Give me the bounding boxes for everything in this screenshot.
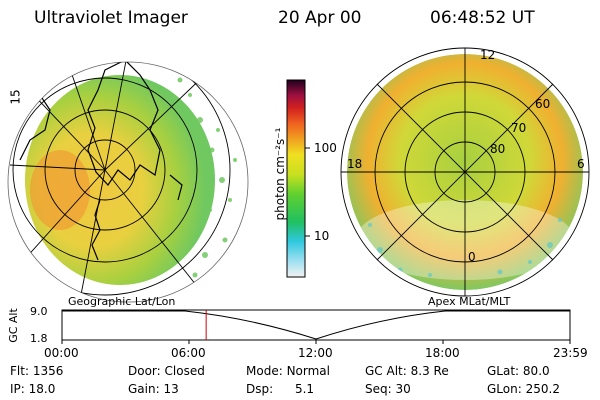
image-time: 06:48:52 UT <box>430 8 535 28</box>
flt-label: Flt: <box>10 364 29 378</box>
colorbar-tick-10: 10 <box>314 229 330 243</box>
glon-value: 250.2 <box>525 382 560 396</box>
mlat-label-60: 60 <box>535 97 551 111</box>
noise-speckle <box>368 218 562 277</box>
dsp-value: 5.1 <box>294 382 315 396</box>
lat-lon-grid <box>8 62 231 301</box>
mlt-label-12: 12 <box>480 48 496 62</box>
seq-label: Seq: <box>365 382 392 396</box>
time-tick: 23:59 <box>553 346 588 360</box>
door-label: Door: <box>128 364 161 378</box>
mlat-label-70: 70 <box>511 121 527 135</box>
colorbar <box>286 79 310 278</box>
mlt-label-18: 18 <box>347 157 363 171</box>
time-tick: 00:00 <box>44 346 79 360</box>
time-tick: 12:00 <box>298 346 333 360</box>
altitude-ytick-1-8: 1.8 <box>30 332 48 345</box>
dsp-label: Dsp: <box>246 382 274 396</box>
app-title: Ultraviolet Imager <box>34 8 188 28</box>
gc-alt-label: GC Alt: <box>365 364 407 378</box>
image-date: 20 Apr 00 <box>278 8 362 28</box>
glat-value: 80.0 <box>522 364 550 378</box>
time-tick: 06:00 <box>171 346 206 360</box>
aurora-emission <box>25 75 215 285</box>
seq-value: 30 <box>395 382 411 396</box>
altitude-plot <box>61 309 571 344</box>
geographic-map <box>7 61 249 303</box>
gain-label: Gain: <box>128 382 160 396</box>
mlat-mlt-grid <box>340 47 590 297</box>
orbit-altitude-curve <box>62 310 570 340</box>
gain-value: 13 <box>163 382 179 396</box>
glat-label: GLat: <box>487 364 520 378</box>
mlt-label-0: 0 <box>468 250 476 264</box>
lon-label: 15 <box>8 89 23 105</box>
left-map-caption: Geographic Lat/Lon <box>68 295 176 308</box>
mlat-label-80: 80 <box>490 142 506 156</box>
noise-speckle <box>177 77 237 278</box>
mode-label: Mode: <box>246 364 283 378</box>
apex-mlat-mlt-map <box>340 47 590 297</box>
ip-label: IP: <box>10 382 25 396</box>
gc-alt-value: 8.3 Re <box>410 364 449 378</box>
glon-label: GLon: <box>487 382 522 396</box>
time-tick: 18:00 <box>425 346 460 360</box>
colorbar-unit-label: photon cm⁻²s⁻¹ <box>273 127 287 221</box>
ip-value: 18.0 <box>28 382 56 396</box>
door-value: Closed <box>164 364 205 378</box>
colorbar-tick-100: 100 <box>314 141 337 155</box>
altitude-ytick-9: 9.0 <box>30 305 48 318</box>
mode-value: Normal <box>286 364 330 378</box>
right-map-caption: Apex MLat/MLT <box>428 295 511 308</box>
altitude-ylabel: GC Alt <box>6 308 20 343</box>
mlt-label-6: 6 <box>577 157 585 171</box>
flt-value: 1356 <box>32 364 64 378</box>
